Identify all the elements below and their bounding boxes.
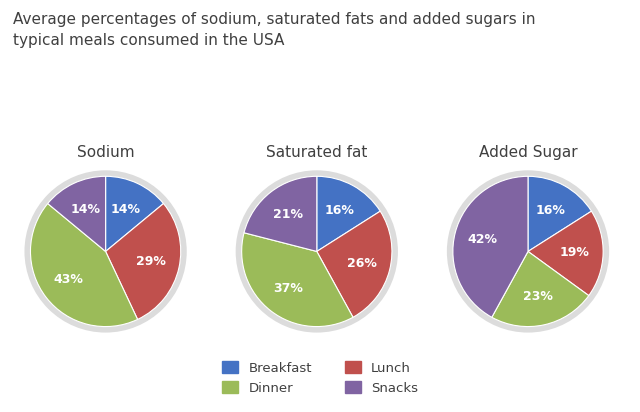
Text: 16%: 16% <box>324 204 354 217</box>
Wedge shape <box>453 176 528 317</box>
Wedge shape <box>106 176 163 251</box>
Text: 37%: 37% <box>273 282 303 295</box>
Text: 43%: 43% <box>54 274 84 286</box>
Text: 14%: 14% <box>111 203 140 216</box>
Text: 16%: 16% <box>536 204 565 217</box>
Text: 23%: 23% <box>524 290 553 303</box>
Wedge shape <box>492 251 589 327</box>
Text: 19%: 19% <box>559 246 589 260</box>
Text: 29%: 29% <box>136 255 166 268</box>
Wedge shape <box>528 211 603 295</box>
Wedge shape <box>528 176 591 251</box>
Text: 26%: 26% <box>347 257 377 269</box>
Circle shape <box>447 170 609 332</box>
Text: 42%: 42% <box>468 233 498 246</box>
Title: Added Sugar: Added Sugar <box>479 145 577 160</box>
Wedge shape <box>242 233 353 327</box>
Wedge shape <box>317 176 380 251</box>
Wedge shape <box>48 176 106 251</box>
Title: Saturated fat: Saturated fat <box>266 145 367 160</box>
Text: 14%: 14% <box>71 203 100 216</box>
Wedge shape <box>106 204 180 319</box>
Text: Average percentages of sodium, saturated fats and added sugars in
typical meals : Average percentages of sodium, saturated… <box>13 12 535 48</box>
Title: Sodium: Sodium <box>77 145 134 160</box>
Wedge shape <box>31 204 138 327</box>
Circle shape <box>24 170 187 332</box>
Wedge shape <box>244 176 317 251</box>
Circle shape <box>236 170 398 332</box>
Legend: Breakfast, Dinner, Lunch, Snacks: Breakfast, Dinner, Lunch, Snacks <box>215 355 425 401</box>
Wedge shape <box>317 211 392 317</box>
Text: 21%: 21% <box>273 208 303 221</box>
